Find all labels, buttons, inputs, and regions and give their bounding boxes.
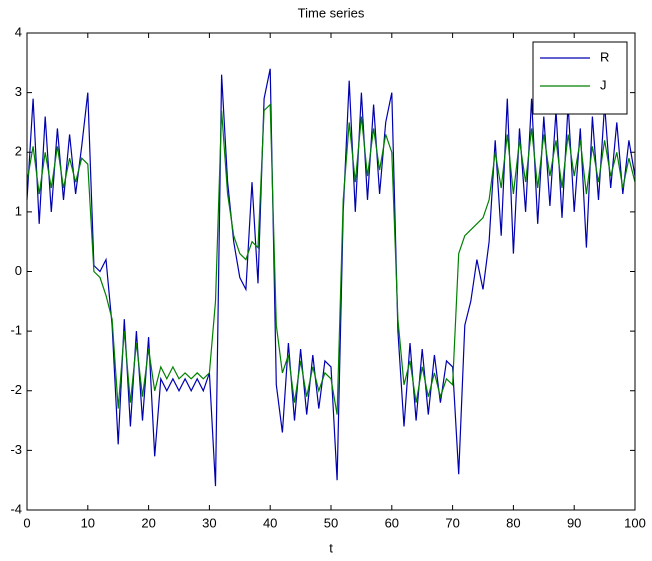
x-tick-label: 100	[624, 515, 646, 530]
series-line	[26, 68, 636, 487]
plot-frame	[26, 32, 636, 511]
x-tick-label: 50	[324, 515, 338, 530]
x-tick-label: 20	[141, 515, 155, 530]
y-tick-label: 0	[15, 263, 22, 278]
y-tick-label: -4	[10, 501, 22, 516]
y-tick-label: 3	[15, 84, 22, 99]
x-tick-label: 70	[445, 515, 459, 530]
legend-box	[532, 41, 628, 115]
y-tick-label: 1	[15, 203, 22, 218]
x-tick-label: 60	[385, 515, 399, 530]
x-tick-label: 0	[23, 515, 30, 530]
y-tick-label: -1	[10, 323, 22, 338]
y-tick-label: -2	[10, 382, 22, 397]
series-line	[26, 103, 636, 415]
x-tick-label: 90	[567, 515, 581, 530]
x-tick-label: 10	[81, 515, 95, 530]
x-tick-label: 40	[263, 515, 277, 530]
legend-label: R	[600, 49, 609, 64]
legend-label: J	[600, 77, 607, 92]
x-tick-label: 80	[506, 515, 520, 530]
y-tick-label: -3	[10, 442, 22, 457]
y-tick-label: 2	[15, 144, 22, 159]
x-axis-label: t	[329, 540, 333, 555]
y-tick-label: 4	[15, 24, 22, 39]
chart-title: Time series	[298, 5, 365, 20]
x-tick-label: 30	[202, 515, 216, 530]
